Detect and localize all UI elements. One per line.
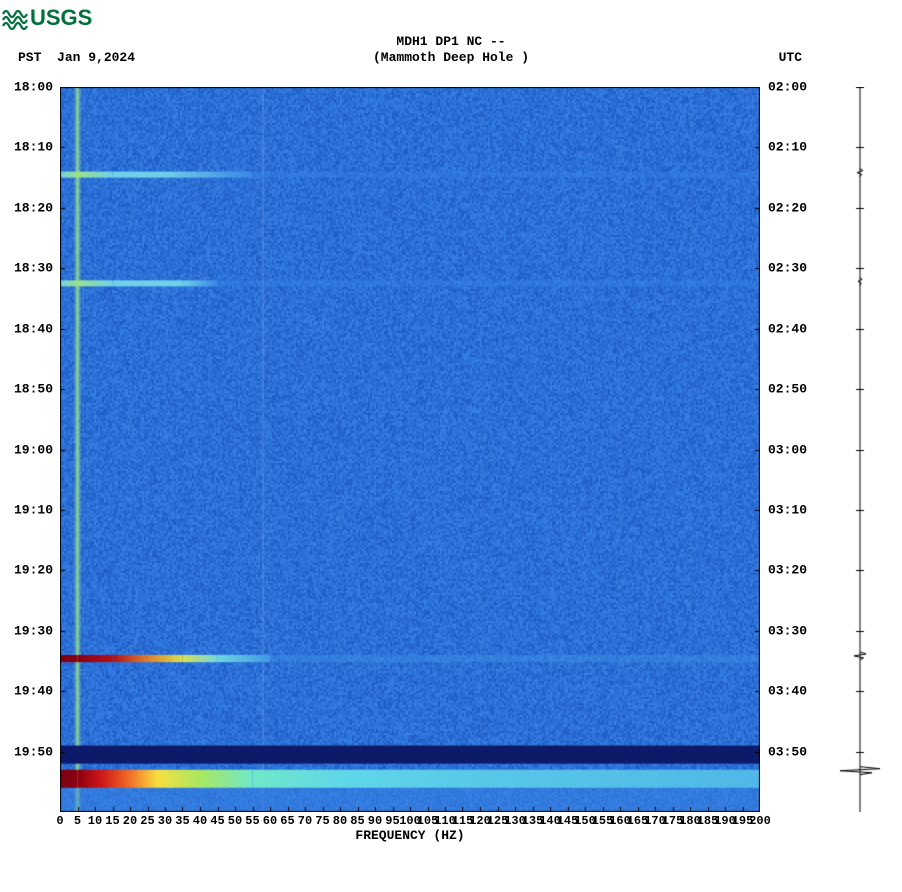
xtick: 90 — [368, 814, 382, 828]
ytick-left: 18:50 — [14, 382, 53, 397]
ytick-right: 02:10 — [768, 140, 807, 155]
xtick: 25 — [140, 814, 154, 828]
ytick-right: 03:30 — [768, 623, 807, 638]
xtick: 0 — [56, 814, 63, 828]
xtick: 70 — [298, 814, 312, 828]
ytick-right: 02:00 — [768, 80, 807, 95]
ytick-left: 19:40 — [14, 684, 53, 699]
xtick: 75 — [315, 814, 329, 828]
tz-left-label: PST — [18, 50, 41, 65]
side-trace — [830, 87, 890, 812]
xtick: 85 — [350, 814, 364, 828]
x-axis-label: FREQUENCY (HZ) — [60, 828, 760, 843]
left-timezone-date: PST Jan 9,2024 — [18, 50, 135, 65]
ytick-right: 03:00 — [768, 442, 807, 457]
xtick: 60 — [263, 814, 277, 828]
ytick-left: 18:40 — [14, 321, 53, 336]
xtick: 65 — [280, 814, 294, 828]
side-trace-canvas — [830, 87, 890, 812]
xtick: 20 — [123, 814, 137, 828]
right-timezone: UTC — [779, 50, 802, 65]
ytick-left: 18:10 — [14, 140, 53, 155]
ytick-left: 18:30 — [14, 261, 53, 276]
xtick: 50 — [228, 814, 242, 828]
ytick-right: 03:20 — [768, 563, 807, 578]
xtick: 10 — [88, 814, 102, 828]
chart-title: MDH1 DP1 NC -- (Mammoth Deep Hole ) — [0, 34, 902, 65]
ytick-left: 19:10 — [14, 502, 53, 517]
ytick-left: 19:30 — [14, 623, 53, 638]
xtick: 200 — [749, 814, 771, 828]
spectrogram-plot — [60, 87, 760, 812]
wave-icon — [2, 6, 28, 30]
date-label: Jan 9,2024 — [57, 50, 135, 65]
xtick: 45 — [210, 814, 224, 828]
ytick-left: 18:00 — [14, 80, 53, 95]
xtick: 95 — [385, 814, 399, 828]
ytick-left: 18:20 — [14, 200, 53, 215]
title-line1: MDH1 DP1 NC -- — [396, 34, 505, 49]
ytick-right: 02:50 — [768, 382, 807, 397]
xtick: 15 — [105, 814, 119, 828]
xtick: 30 — [158, 814, 172, 828]
ytick-left: 19:20 — [14, 563, 53, 578]
usgs-logo: USGS — [2, 5, 92, 31]
xtick: 40 — [193, 814, 207, 828]
ytick-right: 02:20 — [768, 200, 807, 215]
logo-text: USGS — [30, 5, 92, 31]
ytick-right: 03:50 — [768, 744, 807, 759]
xtick: 55 — [245, 814, 259, 828]
ytick-right: 02:30 — [768, 261, 807, 276]
ytick-right: 02:40 — [768, 321, 807, 336]
xtick: 5 — [74, 814, 81, 828]
title-line2: (Mammoth Deep Hole ) — [373, 50, 529, 65]
ytick-right: 03:40 — [768, 684, 807, 699]
ytick-left: 19:00 — [14, 442, 53, 457]
ytick-right: 03:10 — [768, 502, 807, 517]
xtick: 35 — [175, 814, 189, 828]
spectrogram-canvas — [60, 87, 760, 812]
ytick-left: 19:50 — [14, 744, 53, 759]
xtick: 80 — [333, 814, 347, 828]
